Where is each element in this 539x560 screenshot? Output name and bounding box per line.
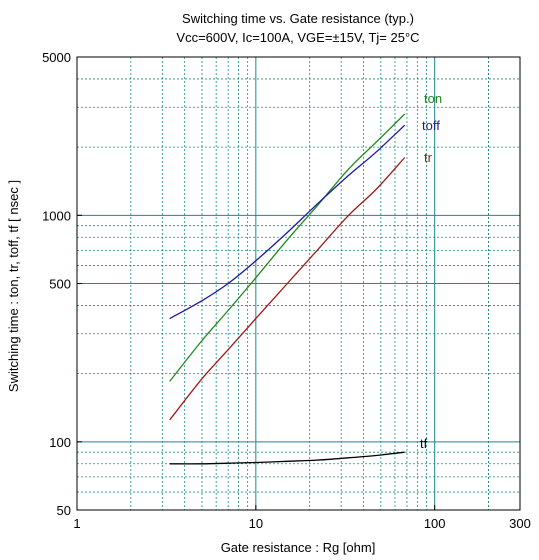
series-label-ton: ton xyxy=(424,91,442,106)
y-axis-label: Switching time : ton, tr, toff, tf [ nse… xyxy=(6,180,21,392)
series-line-toff xyxy=(169,124,406,320)
x-tick-label: 10 xyxy=(249,516,263,531)
y-tick-label: 100 xyxy=(49,435,71,450)
series-line-ton xyxy=(169,113,406,382)
chart-subtitle: Vcc=600V, Ic=100A, VGE=±15V, Tj= 25°C xyxy=(176,30,419,45)
y-tick-label: 1000 xyxy=(42,208,71,223)
series-label-tr: tr xyxy=(424,150,433,165)
y-tick-label: 50 xyxy=(57,503,71,518)
series-labels: ton toff tr tf xyxy=(420,91,442,451)
series-line-tr xyxy=(169,157,406,421)
x-tick-label: 300 xyxy=(509,516,531,531)
grid xyxy=(77,57,520,510)
x-tick-label: 100 xyxy=(424,516,446,531)
x-tick-label: 1 xyxy=(73,516,80,531)
series-label-toff: toff xyxy=(422,118,440,133)
axis-ticks: 1 10 100 300 50 100 500 1000 5000 xyxy=(42,50,531,531)
series-lines xyxy=(169,113,406,465)
y-tick-label: 5000 xyxy=(42,50,71,65)
series-line-tf xyxy=(169,451,405,465)
series-label-tf: tf xyxy=(420,436,428,451)
x-axis-label: Gate resistance : Rg [ohm] xyxy=(221,540,376,555)
chart-title: Switching time vs. Gate resistance (typ.… xyxy=(182,11,414,26)
y-tick-label: 500 xyxy=(49,277,71,292)
